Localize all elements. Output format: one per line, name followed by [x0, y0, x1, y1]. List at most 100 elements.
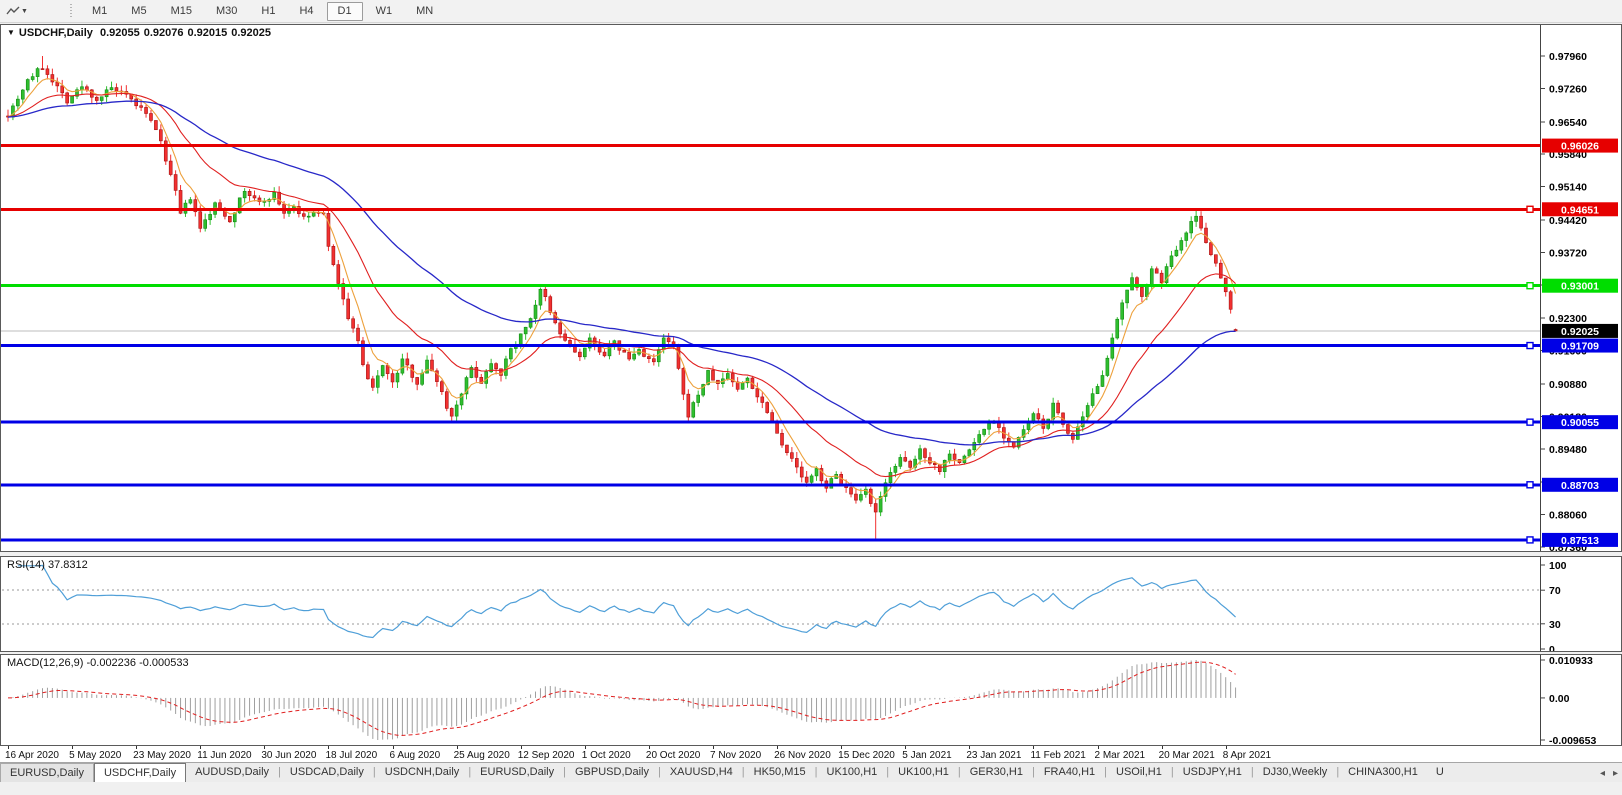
date-tick — [8, 746, 9, 749]
tab-separator: | — [657, 766, 661, 778]
date-tick — [264, 746, 266, 749]
tab-separator: | — [886, 766, 890, 778]
tab-scroll-left-icon[interactable]: ◂ — [1599, 767, 1605, 779]
tab-separator: | — [814, 766, 818, 778]
tab-separator: | — [1336, 766, 1340, 778]
chart-tab-bar: EURUSD,Daily USDCHF,Daily AUDUSD,Daily | USD… — [0, 762, 1622, 783]
date-tick — [712, 746, 714, 749]
date-tick — [969, 746, 971, 749]
date-tick — [648, 746, 650, 749]
timeframe-buttons: M1 M5 M15 M30 H1 H4 D1 W1 MN — [80, 1, 445, 21]
svg-text:0.92025: 0.92025 — [1561, 326, 1599, 338]
chart-tab-usoil-h1[interactable]: USOil,H1 — [1116, 766, 1162, 778]
rsi-indicator-name: RSI(14) — [7, 559, 45, 571]
chart-tab-uk100-h1[interactable]: UK100,H1 — [898, 766, 949, 778]
main-chart-canvas[interactable]: 0.979600.972600.965400.958400.951400.944… — [0, 24, 1622, 554]
tab-scroll-right-icon[interactable]: ▸ — [1612, 767, 1618, 779]
toolbar-grip — [70, 4, 72, 18]
date-label: 11 Jun 2020 — [197, 750, 252, 761]
svg-text:0.94651: 0.94651 — [1561, 204, 1599, 216]
timeframe-button-w1[interactable]: W1 — [375, 4, 393, 17]
chevron-down-icon[interactable]: ▼ — [21, 7, 28, 15]
svg-text:0.96026: 0.96026 — [1561, 141, 1599, 153]
chart-tab-fra40-h1[interactable]: FRA40,H1 — [1043, 766, 1096, 778]
tab-separator: | — [1031, 766, 1035, 778]
chart-tab-xauusd-h4[interactable]: XAUUSD,H4 — [669, 766, 733, 778]
date-tick — [392, 746, 394, 749]
svg-text:0.00: 0.00 — [1549, 693, 1570, 705]
chart-tab-eurusd-daily[interactable]: EURUSD,Daily — [480, 766, 555, 778]
rsi-label: RSI(14) 37.8312 — [7, 559, 88, 571]
svg-text:0.94420: 0.94420 — [1549, 215, 1587, 227]
tab-separator: | — [741, 766, 745, 778]
date-tick — [328, 746, 330, 749]
chart-tab-hk50-m15[interactable]: HK50,M15 — [753, 766, 806, 778]
date-label: 12 Sep 2020 — [517, 750, 575, 761]
timeframe-button-m1[interactable]: M1 — [92, 4, 108, 17]
line-chart-glyph — [6, 6, 20, 15]
chart-title: ▼ USDCHF,Daily 0.92055 0.92076 0.92015 0.920… — [7, 27, 275, 39]
chart-tab-china300-h1[interactable]: CHINA300,H1 — [1348, 766, 1418, 778]
svg-text:0.93720: 0.93720 — [1549, 247, 1587, 259]
tab-scroll-controls: ◂ ▸ — [1591, 763, 1620, 783]
chart-tab-uk100-h1[interactable]: UK100,H1 — [826, 766, 878, 778]
macd-indicator-values: -0.002236 -0.000533 — [86, 657, 189, 669]
timeframe-button-h1[interactable]: H1 — [261, 4, 276, 17]
chart-tab-usdjpy-h1[interactable]: USDJPY,H1 — [1182, 766, 1242, 778]
timeframe-toolbar: ▼ M1 M5 M15 M30 H1 H4 D1 W1 MN — [0, 0, 1622, 23]
rsi-canvas[interactable]: 100 70 30 0 — [0, 556, 1622, 656]
date-tick — [456, 746, 458, 749]
chart-tool-icon[interactable]: ▼ — [4, 2, 30, 20]
date-label: 5 Jan 2021 — [902, 750, 952, 761]
tab-separator: | — [1170, 766, 1174, 778]
date-label: 15 Dec 2020 — [838, 750, 895, 761]
timeframe-button-m15[interactable]: M15 — [170, 4, 192, 17]
tab-separator: | — [563, 766, 566, 778]
date-label: 8 Apr 2021 — [1222, 750, 1272, 761]
chart-tab-overflow[interactable]: U — [1435, 766, 1444, 778]
chart-tab-usdcnh-daily[interactable]: USDCNH,Daily — [384, 766, 460, 778]
timeframe-button-d1[interactable]: D1 — [326, 1, 363, 21]
svg-text:0.88703: 0.88703 — [1561, 480, 1599, 492]
date-tick — [200, 746, 202, 749]
chart-dropdown-icon[interactable]: ▼ — [7, 28, 15, 37]
date-label: 20 Mar 2021 — [1158, 750, 1215, 761]
tab-separator: | — [278, 766, 281, 778]
status-strip — [0, 782, 1622, 795]
chart-tab-gbpusd-daily[interactable]: GBPUSD,Daily — [575, 766, 649, 778]
chart-tab-dj30-weekly[interactable]: DJ30,Weekly — [1262, 766, 1328, 778]
ohlc-low: 0.92015 — [187, 27, 228, 39]
timeframe-button-m5[interactable]: M5 — [131, 4, 147, 17]
date-label: 20 Oct 2020 — [645, 750, 701, 761]
date-tick — [1033, 746, 1035, 749]
timeframe-button-m30[interactable]: M30 — [215, 4, 238, 17]
timeframe-button-mn[interactable]: MN — [416, 4, 434, 17]
date-label: 6 Aug 2020 — [389, 750, 441, 761]
ohlc-high: 0.92076 — [143, 27, 184, 39]
svg-text:0.97960: 0.97960 — [1549, 51, 1587, 63]
main-chart-panel: ▼ USDCHF,Daily 0.92055 0.92076 0.92015 0.920… — [0, 24, 1622, 554]
svg-text:0.90055: 0.90055 — [1561, 417, 1599, 429]
macd-indicator-name: MACD(12,26,9) — [7, 657, 84, 669]
svg-text:100: 100 — [1549, 560, 1567, 572]
date-label: 23 May 2020 — [133, 750, 191, 761]
timeframe-button-h4[interactable]: H4 — [299, 4, 314, 17]
chart-tab-usdcad-daily[interactable]: USDCAD,Daily — [289, 766, 364, 778]
date-label: 23 Jan 2021 — [966, 750, 1022, 761]
chart-tab-usdchf-daily[interactable]: USDCHF,Daily — [93, 763, 187, 783]
chart-tab-audusd-daily[interactable]: AUDUSD,Daily — [195, 766, 270, 778]
date-label: 2 Mar 2021 — [1094, 750, 1146, 761]
svg-text:0.96540: 0.96540 — [1549, 117, 1587, 129]
chart-tab-ger30-h1[interactable]: GER30,H1 — [969, 766, 1023, 778]
date-tick — [841, 746, 843, 749]
date-tick — [584, 746, 586, 749]
date-label: 11 Feb 2021 — [1030, 750, 1086, 761]
chart-tab-eurusd-daily[interactable]: EURUSD,Daily — [0, 763, 94, 783]
macd-canvas[interactable]: 0.010933 0.00 -0.009653 — [0, 654, 1622, 747]
date-label: 7 Nov 2020 — [709, 750, 762, 761]
svg-text:0.97260: 0.97260 — [1549, 83, 1587, 95]
rsi-indicator-value: 37.8312 — [47, 559, 88, 571]
tab-separator: | — [1250, 766, 1254, 778]
date-label: 26 Nov 2020 — [774, 750, 831, 761]
date-label: 30 Jun 2020 — [261, 750, 317, 761]
